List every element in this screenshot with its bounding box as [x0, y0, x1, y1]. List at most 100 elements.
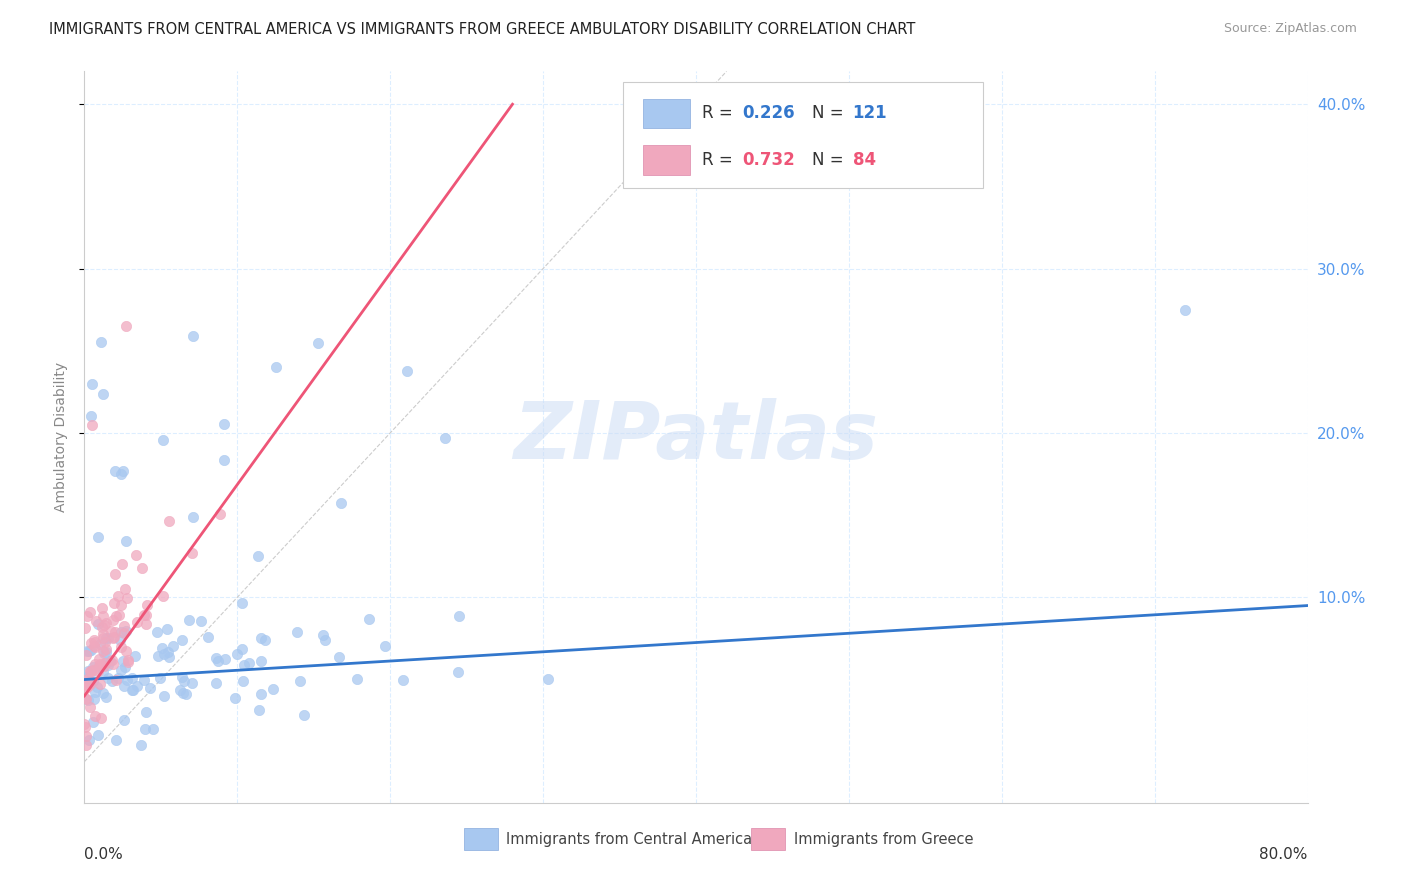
Point	[110, 598, 132, 612]
Point	[250, 654, 273, 668]
Point	[232, 673, 254, 688]
Point	[90, 619, 112, 633]
Point	[75, 622, 97, 636]
Point	[238, 656, 260, 670]
Point	[73, 690, 96, 705]
Point	[87, 651, 110, 665]
Point	[132, 673, 155, 687]
Point	[170, 632, 193, 647]
Point	[135, 598, 157, 612]
Point	[181, 509, 204, 524]
Point	[93, 618, 115, 632]
Point	[91, 631, 114, 645]
Point	[146, 624, 169, 639]
Point	[80, 409, 103, 424]
Text: 0.0%: 0.0%	[84, 847, 124, 862]
Point	[357, 612, 380, 626]
Point	[121, 671, 143, 685]
Point	[142, 723, 165, 737]
Point	[83, 657, 105, 671]
Point	[204, 651, 226, 665]
Point	[83, 639, 105, 653]
Point	[328, 650, 350, 665]
Point	[246, 549, 269, 564]
Point	[96, 631, 118, 645]
Point	[76, 608, 98, 623]
Point	[108, 607, 131, 622]
Point	[83, 691, 105, 706]
Text: N =: N =	[813, 104, 849, 122]
Point	[135, 705, 157, 719]
Point	[90, 335, 112, 350]
Point	[94, 657, 117, 671]
Point	[76, 664, 98, 678]
Point	[212, 417, 235, 431]
Point	[97, 657, 120, 672]
Point	[91, 387, 114, 401]
Point	[449, 608, 471, 623]
Point	[346, 672, 368, 686]
Point	[374, 640, 396, 654]
Point	[112, 714, 135, 728]
Point	[129, 739, 152, 753]
Point	[100, 624, 122, 639]
Point	[117, 652, 139, 666]
Point	[110, 467, 132, 482]
Point	[73, 717, 96, 731]
Point	[152, 433, 174, 447]
Point	[177, 613, 200, 627]
FancyBboxPatch shape	[623, 82, 983, 188]
Point	[135, 617, 157, 632]
Bar	[751, 829, 786, 850]
Point	[75, 739, 97, 753]
Text: R =: R =	[702, 104, 738, 122]
Point	[79, 605, 101, 619]
Point	[105, 732, 128, 747]
Point	[73, 720, 96, 734]
Point	[224, 690, 246, 705]
Point	[117, 655, 139, 669]
Point	[226, 647, 249, 661]
Point	[162, 639, 184, 653]
Point	[285, 625, 308, 640]
Point	[107, 671, 129, 685]
Point	[112, 464, 135, 478]
Point	[125, 679, 148, 693]
Point	[84, 708, 107, 723]
Point	[100, 653, 122, 667]
Point	[86, 614, 108, 628]
Point	[94, 616, 117, 631]
Point	[264, 360, 287, 375]
Point	[115, 534, 138, 549]
Point	[104, 624, 127, 639]
Point	[91, 608, 114, 623]
Point	[93, 644, 115, 658]
Point	[90, 600, 112, 615]
Point	[207, 655, 229, 669]
Point	[231, 597, 253, 611]
Point	[134, 722, 156, 736]
Point	[150, 640, 173, 655]
Point	[205, 675, 228, 690]
Text: 84: 84	[852, 151, 876, 169]
Point	[174, 687, 197, 701]
Point	[87, 664, 110, 678]
Point	[98, 654, 121, 668]
Point	[84, 685, 107, 699]
Point	[103, 596, 125, 610]
Point	[153, 689, 176, 703]
Point	[146, 648, 169, 663]
Point	[90, 711, 112, 725]
Point	[314, 633, 336, 648]
Point	[84, 635, 107, 649]
Point	[75, 692, 97, 706]
Point	[112, 654, 135, 668]
Point	[89, 659, 111, 673]
Point	[101, 631, 124, 645]
Point	[114, 319, 136, 334]
Point	[80, 417, 103, 432]
Point	[157, 515, 180, 529]
Text: ZIPatlas: ZIPatlas	[513, 398, 879, 476]
Point	[156, 623, 179, 637]
Text: N =: N =	[813, 151, 849, 169]
